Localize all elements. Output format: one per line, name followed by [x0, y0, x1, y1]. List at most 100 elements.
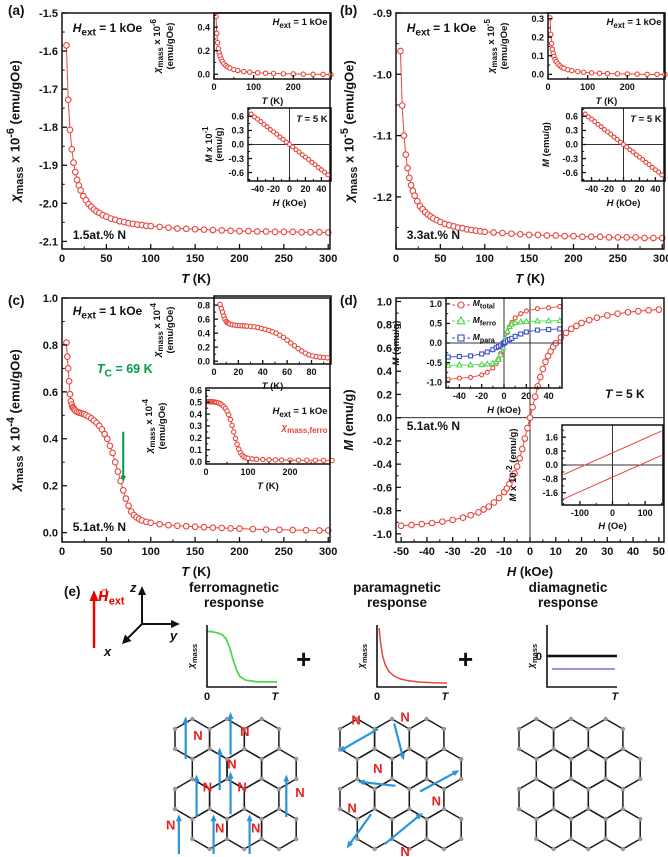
svg-text:0.2: 0.2 — [189, 433, 202, 443]
y-axis-label: M (emu/g) — [341, 389, 356, 451]
svg-text:-1.0: -1.0 — [426, 377, 442, 387]
svg-text:40: 40 — [650, 184, 660, 194]
svg-text:0.0: 0.0 — [377, 413, 392, 425]
annotation: Hext = 1 kOe — [72, 304, 143, 322]
svg-text:200: 200 — [286, 82, 301, 92]
svg-text:200: 200 — [230, 546, 248, 558]
svg-text:100: 100 — [142, 253, 160, 265]
svg-text:100: 100 — [476, 253, 494, 265]
svg-text:0.4: 0.4 — [377, 366, 393, 378]
svg-text:20: 20 — [233, 367, 243, 377]
y-axis-label: χmass — [356, 643, 369, 669]
svg-text:N: N — [347, 801, 356, 816]
svg-text:50: 50 — [434, 253, 446, 265]
y-axis-label: χmass — [526, 643, 539, 669]
svg-text:0.4: 0.4 — [197, 22, 210, 32]
plot-svg: -40 -20 0 20 40 -0.6 -0.3 0.0 0.3 0.6 — [562, 107, 666, 194]
svg-text:0.3: 0.3 — [189, 421, 202, 431]
y-axis-label: χmass x 10-4 (emu/gOe) — [141, 399, 168, 453]
svg-text:300: 300 — [653, 253, 668, 265]
legend-item: Mpara — [451, 332, 495, 344]
chart-a-main: 0 50 100 150 200 250 300 -2.1 -2.0 -1.9 -1.8 -1.7 -1… — [0, 0, 337, 290]
svg-text:-0.5: -0.5 — [426, 358, 442, 368]
x-axis-label: H (kOe) — [487, 405, 521, 416]
svg-text:0.4: 0.4 — [43, 434, 59, 446]
svg-text:N: N — [400, 844, 409, 857]
svg-text:1.6: 1.6 — [545, 432, 558, 442]
svg-text:N: N — [215, 820, 224, 835]
svg-text:-40: -40 — [419, 546, 435, 558]
svg-text:-1.6: -1.6 — [39, 46, 58, 58]
svg-text:N: N — [237, 779, 246, 794]
svg-text:0: 0 — [393, 253, 399, 265]
svg-text:0.6: 0.6 — [565, 112, 578, 122]
y-axis-label: χmass — [186, 643, 199, 669]
svg-text:0: 0 — [59, 546, 65, 558]
y-axis-label: χmass x 10-5 (emu/gOe) — [339, 60, 360, 202]
svg-text:0: 0 — [527, 546, 533, 558]
svg-text:-1.8: -1.8 — [39, 122, 58, 134]
ferromagnetic-response-sketch: 0 T χmass — [185, 620, 285, 708]
svg-text:60: 60 — [282, 367, 292, 377]
annotation: T = 5 K — [630, 113, 662, 125]
chart-a-inset-mh-loop: -40 -20 0 20 40 -0.6 -0.3 0.0 0.3 0.6 H (kOe) M x 1… — [200, 98, 334, 218]
svg-text:0: 0 — [287, 184, 292, 194]
svg-text:20: 20 — [300, 184, 310, 194]
svg-text:200: 200 — [620, 82, 635, 92]
svg-text:0.0: 0.0 — [231, 140, 244, 150]
x-axis-label: H (Oe) — [598, 521, 627, 532]
y-axis-label: χmass x 10-5 (emu/gOe) — [483, 19, 510, 73]
y-axis-label: χmass x 10-6 (emu/gOe) — [149, 19, 176, 73]
svg-text:-1.0: -1.0 — [373, 529, 392, 541]
axis-y-label: y — [170, 628, 178, 643]
svg-text:-40: -40 — [453, 391, 466, 401]
chart-a-inset-susceptibility: 0 100 200 0.0 0.2 0.4 T (K) χmass x 10-6 (emu/gO… — [148, 9, 334, 111]
svg-text:100: 100 — [638, 508, 653, 518]
svg-text:-0.8: -0.8 — [542, 474, 558, 484]
svg-text:-40: -40 — [251, 184, 264, 194]
legend-item: Mtotal — [451, 298, 495, 311]
svg-text:0.2: 0.2 — [531, 32, 544, 42]
svg-text:-1.5: -1.5 — [39, 8, 58, 20]
annotation: T = 5 K — [605, 387, 645, 402]
y-axis-label: M (emu/g) — [391, 320, 402, 366]
svg-text:40: 40 — [316, 184, 326, 194]
svg-text:-40: -40 — [585, 184, 598, 194]
svg-text:0.0: 0.0 — [429, 338, 442, 348]
plot-svg: -40 -20 0 20 40 -0.6 -0.3 0.0 0.3 0.6 — [228, 107, 332, 194]
svg-text:0.8: 0.8 — [377, 320, 392, 332]
svg-text:0: 0 — [211, 82, 216, 92]
svg-text:50: 50 — [653, 546, 665, 558]
x-axis-label: H (kOe) — [506, 564, 554, 579]
x-axis-label: T (K) — [261, 381, 284, 392]
svg-text:-100: -100 — [571, 508, 589, 518]
annotation: 5.1at.% N — [406, 418, 461, 433]
svg-text:150: 150 — [520, 253, 538, 265]
svg-text:250: 250 — [275, 253, 293, 265]
svg-text:0: 0 — [204, 691, 210, 703]
svg-text:200: 200 — [283, 467, 298, 477]
plus-sign-2: + — [458, 644, 474, 674]
svg-text:N: N — [400, 710, 409, 725]
svg-text:-20: -20 — [471, 546, 487, 558]
svg-text:0: 0 — [374, 691, 380, 703]
svg-text:N: N — [240, 724, 249, 739]
y-axis-label: M x 10-2 (emu/g) — [505, 428, 520, 502]
y-axis-label: M (emu/g) — [541, 122, 552, 167]
svg-text:0.6: 0.6 — [189, 386, 202, 396]
svg-text:0.8: 0.8 — [43, 340, 58, 352]
x-axis-label: T (K) — [181, 564, 211, 579]
diamagnetic-response-title: diamagnetic response — [528, 580, 608, 610]
svg-text:N: N — [193, 728, 202, 743]
svg-text:N: N — [295, 785, 304, 800]
annotation: Hext = 1 kOe — [406, 21, 477, 39]
svg-text:1.0: 1.0 — [377, 296, 392, 308]
svg-text:0.4: 0.4 — [197, 328, 210, 338]
svg-text:-0.3: -0.3 — [562, 154, 578, 164]
x-axis-label: T (K) — [181, 271, 211, 286]
x-axis-label: T (K) — [257, 481, 279, 492]
plot-svg: 0 100 200 0.0 0.1 0.2 0.3 0.4 0.50.6 — [189, 386, 335, 477]
svg-text:200: 200 — [564, 253, 582, 265]
